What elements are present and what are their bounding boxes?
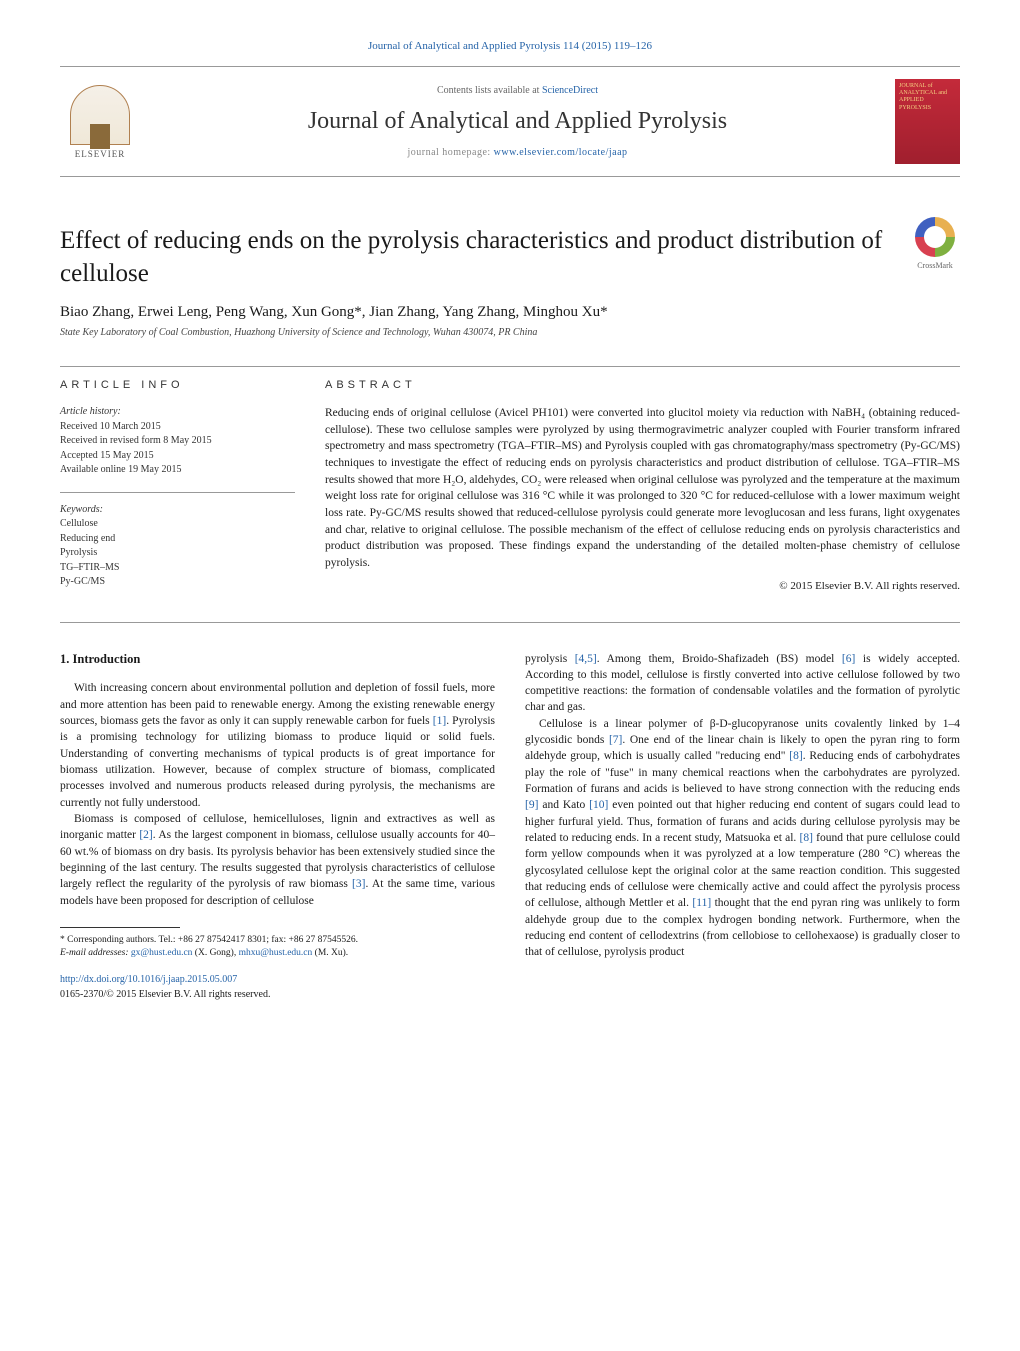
doi-block: http://dx.doi.org/10.1016/j.jaap.2015.05…	[60, 973, 495, 1001]
email-link[interactable]: gx@hust.edu.cn	[131, 948, 193, 958]
contents-prefix: Contents lists available at	[437, 85, 542, 96]
footnote-separator	[60, 927, 180, 928]
body-paragraph: Cellulose is a linear polymer of β-D-glu…	[525, 716, 960, 961]
body-paragraph: pyrolysis [4,5]. Among them, Broido-Shaf…	[525, 651, 960, 716]
abstract-copyright: © 2015 Elsevier B.V. All rights reserved…	[325, 580, 960, 592]
article-info-panel: ARTICLE INFO Article history: Received 1…	[60, 379, 295, 604]
elsevier-logo: ELSEVIER	[60, 85, 140, 159]
abstract-heading: ABSTRACT	[325, 379, 960, 391]
article-title: Effect of reducing ends on the pyrolysis…	[60, 217, 960, 290]
history-item: Available online 19 May 2015	[60, 463, 295, 478]
issn-line: 0165-2370/© 2015 Elsevier B.V. All right…	[60, 989, 270, 1000]
section-heading-intro: 1. Introduction	[60, 651, 495, 669]
keyword: Py-GC/MS	[60, 575, 295, 590]
keyword: TG–FTIR–MS	[60, 561, 295, 576]
journal-title: Journal of Analytical and Applied Pyroly…	[140, 108, 895, 135]
email-paren: (M. Xu).	[312, 948, 348, 958]
homepage-link[interactable]: www.elsevier.com/locate/jaap	[494, 147, 628, 158]
authors: Biao Zhang, Erwei Leng, Peng Wang, Xun G…	[60, 304, 960, 321]
email-link[interactable]: mhxu@hust.edu.cn	[239, 948, 313, 958]
body-paragraph: Biomass is composed of cellulose, hemice…	[60, 811, 495, 909]
homepage-line: journal homepage: www.elsevier.com/locat…	[140, 147, 895, 158]
crossmark-label: CrossMark	[910, 261, 960, 270]
abstract-text: Reducing ends of original cellulose (Avi…	[325, 405, 960, 572]
body-paragraph: With increasing concern about environmen…	[60, 680, 495, 811]
affiliation: State Key Laboratory of Coal Combustion,…	[60, 327, 960, 338]
body-column-left: 1. Introduction With increasing concern …	[60, 651, 495, 1002]
body-column-right: pyrolysis [4,5]. Among them, Broido-Shaf…	[525, 651, 960, 1002]
doi-link[interactable]: http://dx.doi.org/10.1016/j.jaap.2015.05…	[60, 974, 237, 985]
keyword: Pyrolysis	[60, 546, 295, 561]
sciencedirect-link[interactable]: ScienceDirect	[542, 85, 598, 96]
history-item: Accepted 15 May 2015	[60, 449, 295, 464]
corresponding-author-note: * Corresponding authors. Tel.: +86 27 87…	[60, 934, 495, 947]
contents-line: Contents lists available at ScienceDirec…	[140, 85, 895, 96]
footnotes: * Corresponding authors. Tel.: +86 27 87…	[60, 934, 495, 960]
history-item: Received 10 March 2015	[60, 420, 295, 435]
journal-cover-thumbnail: JOURNAL of ANALYTICAL and APPLIED PYROLY…	[895, 79, 960, 164]
journal-citation[interactable]: Journal of Analytical and Applied Pyroly…	[60, 40, 960, 52]
history-head: Article history:	[60, 405, 295, 420]
email-prefix: E-mail addresses:	[60, 948, 131, 958]
keywords-head: Keywords:	[60, 503, 295, 518]
crossmark-badge[interactable]: CrossMark	[910, 217, 960, 270]
email-paren: (X. Gong),	[192, 948, 238, 958]
elsevier-tree-icon	[70, 85, 130, 145]
elsevier-label: ELSEVIER	[75, 149, 126, 159]
keyword: Reducing end	[60, 532, 295, 547]
journal-header: ELSEVIER Contents lists available at Sci…	[60, 66, 960, 177]
homepage-prefix: journal homepage:	[407, 147, 493, 158]
history-item: Received in revised form 8 May 2015	[60, 434, 295, 449]
crossmark-icon	[915, 217, 955, 257]
article-info-heading: ARTICLE INFO	[60, 379, 295, 391]
email-line: E-mail addresses: gx@hust.edu.cn (X. Gon…	[60, 947, 495, 960]
abstract-panel: ABSTRACT Reducing ends of original cellu…	[325, 379, 960, 604]
keyword: Cellulose	[60, 517, 295, 532]
